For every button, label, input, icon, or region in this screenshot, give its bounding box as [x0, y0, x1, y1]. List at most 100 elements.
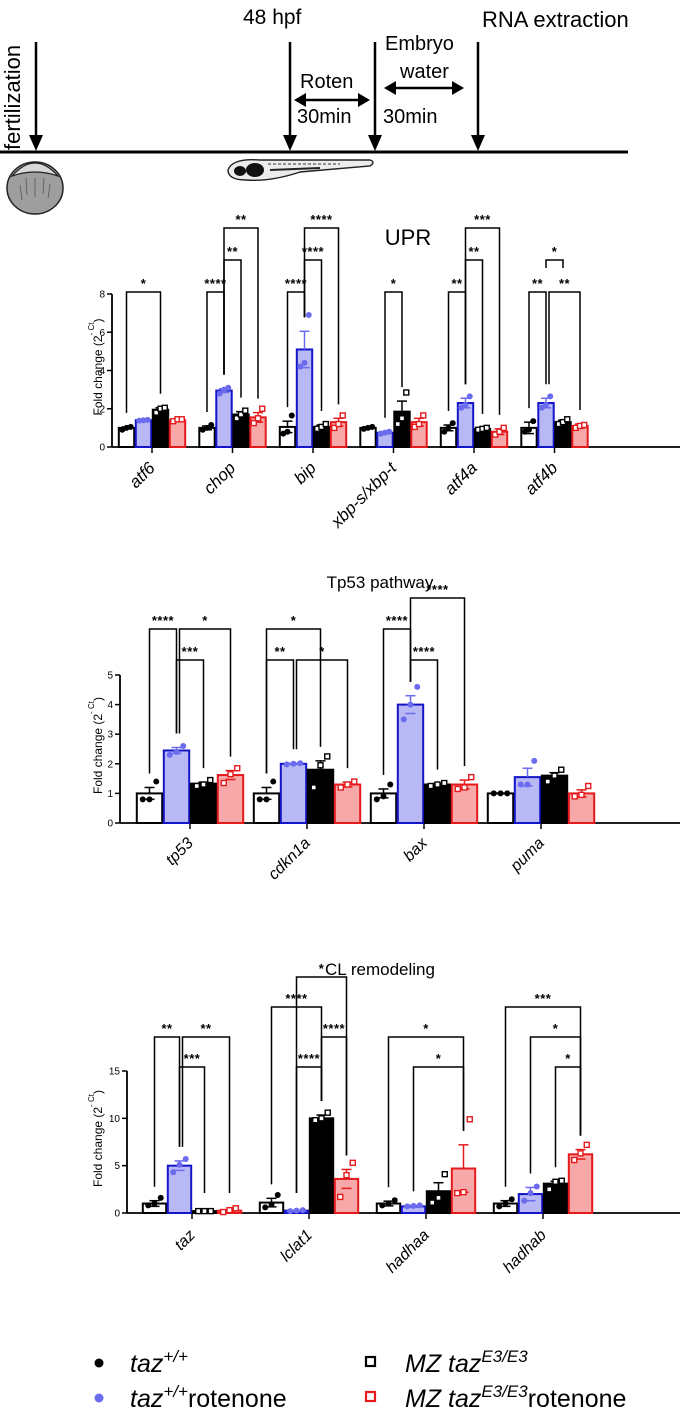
significance-bracket [545, 259, 564, 268]
data-point [551, 772, 558, 779]
data-point [335, 420, 342, 428]
x-tick-label-taz: taz [172, 1227, 199, 1254]
data-point [521, 1197, 528, 1204]
data-point [508, 1196, 515, 1203]
significance-label: ** [532, 276, 544, 291]
cl-remodeling-chart: CL remodeling 0 5 10 15 Fold change (2- Ct) ta… [87, 960, 680, 1277]
y-tick-label: 5 [107, 671, 113, 682]
bar-taz-rotenone-cdkn1a [279, 762, 308, 824]
data-point [170, 1169, 177, 1176]
data-point [461, 784, 468, 791]
data-point [369, 423, 376, 430]
bar-mz-taze3-e3-cdkn1a [306, 768, 335, 824]
data-point [161, 404, 168, 411]
bar-taz-rotenone-hadhab [517, 1193, 544, 1214]
data-point [157, 1194, 164, 1201]
data-point [337, 784, 344, 791]
data-point [585, 782, 592, 790]
significance-bracket [528, 291, 547, 409]
data-point [220, 1208, 227, 1216]
significance-bracket [295, 976, 348, 1193]
significance-label: * [319, 961, 325, 976]
data-point [434, 781, 441, 788]
data-point [394, 420, 401, 428]
x-tick-label-puma: puma [507, 835, 548, 876]
significance-label: * [565, 1051, 571, 1066]
y-tick-label: 15 [109, 1067, 121, 1078]
significance-label: **** [204, 276, 227, 291]
bar-taz-puma [486, 792, 515, 825]
data-point [391, 1197, 398, 1204]
data-point [441, 428, 448, 435]
x-tick-label-atf6: atf6 [125, 458, 159, 492]
data-point [207, 776, 214, 784]
significance-bracket [409, 597, 466, 767]
data-point [220, 779, 227, 787]
x-tick-label-lclat1: lclat1 [277, 1227, 315, 1265]
data-point [299, 1207, 306, 1214]
data-point [145, 1202, 152, 1209]
roten-arrowhead-left [294, 93, 306, 107]
y-tick-label: 0 [114, 1209, 120, 1220]
data-point [173, 748, 180, 755]
data-point [216, 390, 223, 397]
larva-drawing [227, 159, 374, 182]
bar-taz-rotenone-bax [396, 703, 425, 824]
significance-label: ** [559, 276, 571, 291]
data-point [259, 405, 266, 412]
48hpf-label: 48 hpf [243, 6, 302, 29]
roten-duration: 30min [297, 106, 351, 128]
data-point [441, 779, 448, 787]
significance-label: ** [451, 276, 463, 291]
data-point [146, 796, 153, 803]
data-point [445, 424, 452, 431]
data-point [242, 407, 249, 414]
data-point [414, 683, 421, 690]
significance-label: * [202, 613, 208, 628]
data-point [293, 1207, 300, 1214]
data-point [558, 1177, 565, 1185]
data-point [234, 765, 241, 772]
data-point [490, 790, 497, 797]
significance-bracket [554, 1066, 582, 1168]
x-tick-label-hadhab: hadhab [500, 1227, 550, 1277]
fertilization-label: fertilization [0, 45, 25, 150]
legend-marker-square-red [364, 1390, 377, 1403]
data-point [387, 781, 394, 788]
significance-bracket [181, 1036, 231, 1193]
data-point [180, 743, 187, 750]
data-point [466, 1116, 473, 1123]
data-point [420, 412, 427, 419]
data-point [139, 796, 146, 803]
data-point [153, 778, 160, 785]
y-axis-label: Fold change (2- Ct) [87, 1090, 105, 1187]
data-point [208, 422, 215, 429]
data-point [403, 389, 410, 396]
data-point [526, 426, 532, 433]
data-point [232, 1205, 239, 1212]
data-point [297, 363, 304, 370]
data-point [458, 404, 465, 411]
data-point [416, 1202, 423, 1209]
x-tick-label-atf4b: atf4b [521, 458, 561, 498]
significance-bracket [178, 1066, 206, 1193]
x-tick-label-xbp-s-xbp-t: xbp-s/xbp-t [327, 457, 402, 532]
data-point [226, 1206, 233, 1214]
significance-bracket [303, 227, 340, 405]
data-point [268, 1201, 275, 1208]
legend-label-mz-taz: MZ tazE3/E3 [405, 1347, 528, 1378]
data-point [284, 428, 291, 435]
data-point [449, 420, 456, 427]
data-point [166, 751, 173, 758]
roten-label: Roten [300, 71, 353, 93]
significance-label: **** [413, 644, 436, 659]
legend-item-taz-wt: taz+/+ [94, 1347, 188, 1378]
x-tick-label-cdkn1a: cdkn1a [265, 835, 314, 884]
significance-label: * [423, 1021, 429, 1036]
data-point [410, 1202, 417, 1209]
significance-label: * [552, 244, 558, 259]
data-point [317, 762, 324, 769]
data-point [290, 760, 297, 767]
data-point [435, 1194, 442, 1202]
data-point [379, 1202, 386, 1209]
